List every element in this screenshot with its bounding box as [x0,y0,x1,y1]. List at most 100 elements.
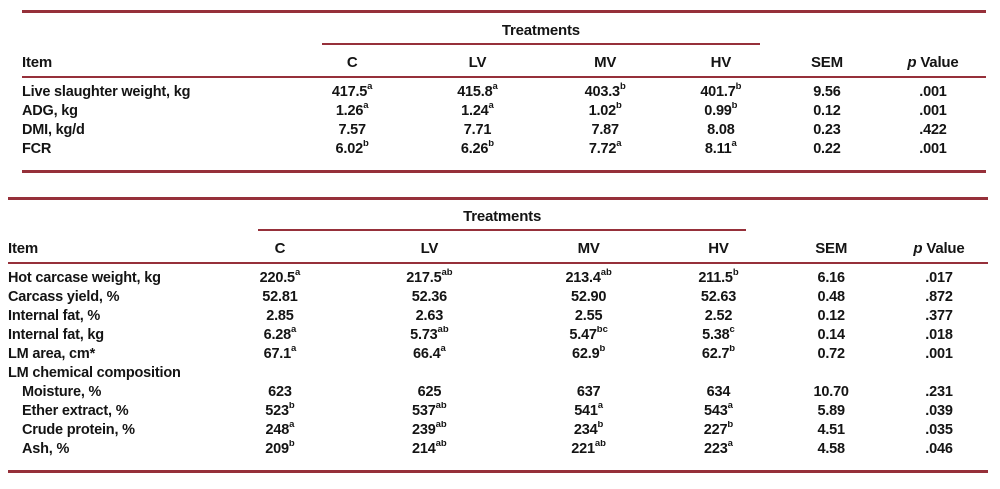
col-header-c: C [291,44,413,78]
row-value: 7.57 [338,121,366,138]
col-header-hv: HV [667,44,774,78]
row-value: 52.63 [700,289,737,305]
row-value: 543a [704,402,733,419]
significance-superscript: a [616,139,622,149]
row-value: 220.5a [259,267,301,286]
row-value: 623 [268,384,292,400]
row-item-label: Live slaughter weight, kg [22,83,191,100]
table-row: Crude protein, % 248a 239ab 234b 227b 4.51 .03… [8,421,988,440]
row-value: 8.11a [704,139,737,157]
col-header-mv: MV [542,44,668,78]
row-value: .422 [919,121,947,138]
significance-superscript: a [492,80,498,92]
significance-superscript: a [727,440,733,450]
col-header-sem: SEM [773,44,880,78]
treatments-label: Treatments [257,207,747,231]
carcass-table: Treatments Item C LV MV HV SEM p Value H… [8,196,988,473]
row-value: 9.56 [813,83,841,100]
row-value: 0.99b [704,101,738,119]
row-value: 4.51 [817,422,845,438]
p-italic: p [913,240,923,257]
table-row: ADG, kg 1.26a 1.24a 1.02b 0.99b 0.12 .001 [22,102,986,121]
table-row: Internal fat, kg 6.28a 5.73ab 5.47bc 5.38c 0.… [8,326,988,345]
significance-superscript: b [599,345,606,355]
row-value: .001 [919,102,947,119]
row-value [346,364,513,383]
p-rest: Value [920,53,959,71]
row-value: .001 [925,346,953,362]
col-header-p-value: p Value [889,231,988,264]
row-value: 7.87 [591,121,619,138]
row-value: .872 [925,289,953,305]
row-value: 6.26b [460,139,495,157]
table-row: FCR 6.02b 6.26b 7.72a 8.11a 0.22 .001 [22,140,986,172]
row-value: 10.70 [813,384,849,400]
performance-table-head: Treatments Item C LV MV HV SEM p Value [22,12,986,78]
significance-superscript: a [291,345,297,355]
row-value: 637 [576,384,601,400]
row-value: 2.52 [704,308,733,324]
row-value: 2.85 [266,308,294,324]
row-value: 401.7b [700,80,742,100]
col-header-sem: SEM [772,231,890,264]
row-value: 213.4ab [565,267,612,286]
significance-superscript: b [488,139,495,149]
performance-table: Treatments Item C LV MV HV SEM p Value L… [22,10,986,173]
row-value: 66.4a [413,345,446,362]
p-italic: p [907,53,917,71]
table-row: Carcass yield, % 52.81 52.36 52.90 52.63 0.48… [8,288,988,307]
treatments-spanner-cell: Treatments [292,12,774,45]
significance-superscript: ab [435,440,447,450]
col-header-item: Item [8,231,214,264]
row-value: 1.26a [335,101,369,119]
table-row: LM chemical composition [8,364,988,383]
significance-superscript: a [731,139,737,149]
row-value: 52.81 [262,289,298,305]
row-value: 0.48 [817,289,845,305]
row-value: 6.16 [817,270,845,286]
row-value: .046 [925,441,953,457]
col-header-hv: HV [664,231,773,264]
col-header-mv: MV [512,231,665,264]
row-value: .231 [925,384,953,400]
carcass-table-body: Hot carcase weight, kg 220.5a 217.5ab 213.4… [8,263,988,472]
row-value: 541a [574,402,604,419]
significance-superscript: b [732,267,739,279]
row-value: 403.3b [584,80,626,100]
significance-superscript: b [616,101,622,111]
row-value: 1.02b [588,101,622,119]
row-item-label: Ether extract, % [22,403,129,419]
carcass-table-head: Treatments Item C LV MV HV SEM p Value [8,198,988,264]
row-value: 7.71 [463,121,492,138]
row-value: 7.72a [588,139,622,157]
significance-superscript: b [735,80,742,92]
spanner-spacer [8,198,214,231]
row-item-label: Internal fat, % [8,308,101,324]
row-value: .001 [919,140,947,157]
row-value [665,364,773,383]
row-value: 248a [265,421,295,438]
table-row: DMI, kg/d 7.57 7.71 7.87 8.08 0.23 .422 [22,121,986,140]
significance-superscript: a [363,101,369,111]
row-value: 62.7b [701,345,736,362]
row-item-label: Crude protein, % [22,422,135,438]
row-value: 221ab [571,440,606,457]
significance-superscript: a [291,326,297,336]
significance-superscript: a [440,345,446,355]
row-value: 0.22 [813,140,841,157]
row-value: 234b [573,421,604,438]
significance-superscript: a [294,267,301,279]
row-value: 1.24a [461,101,494,119]
row-item-label: Moisture, % [22,384,102,400]
p-rest: Value [926,240,965,257]
significance-superscript: b [619,80,626,92]
significance-superscript: ab [600,267,612,279]
table-row: Ash, % 209b 214ab 221ab 223a 4.58 .046 [8,440,988,472]
col-header-p-value: p Value [879,44,986,78]
spanner-spacer [22,12,292,45]
significance-superscript: a [289,421,295,431]
row-value: 0.12 [817,308,845,324]
column-header-row: Item C LV MV HV SEM p Value [8,231,988,264]
row-value: .018 [925,327,953,343]
significance-superscript: a [727,402,733,412]
